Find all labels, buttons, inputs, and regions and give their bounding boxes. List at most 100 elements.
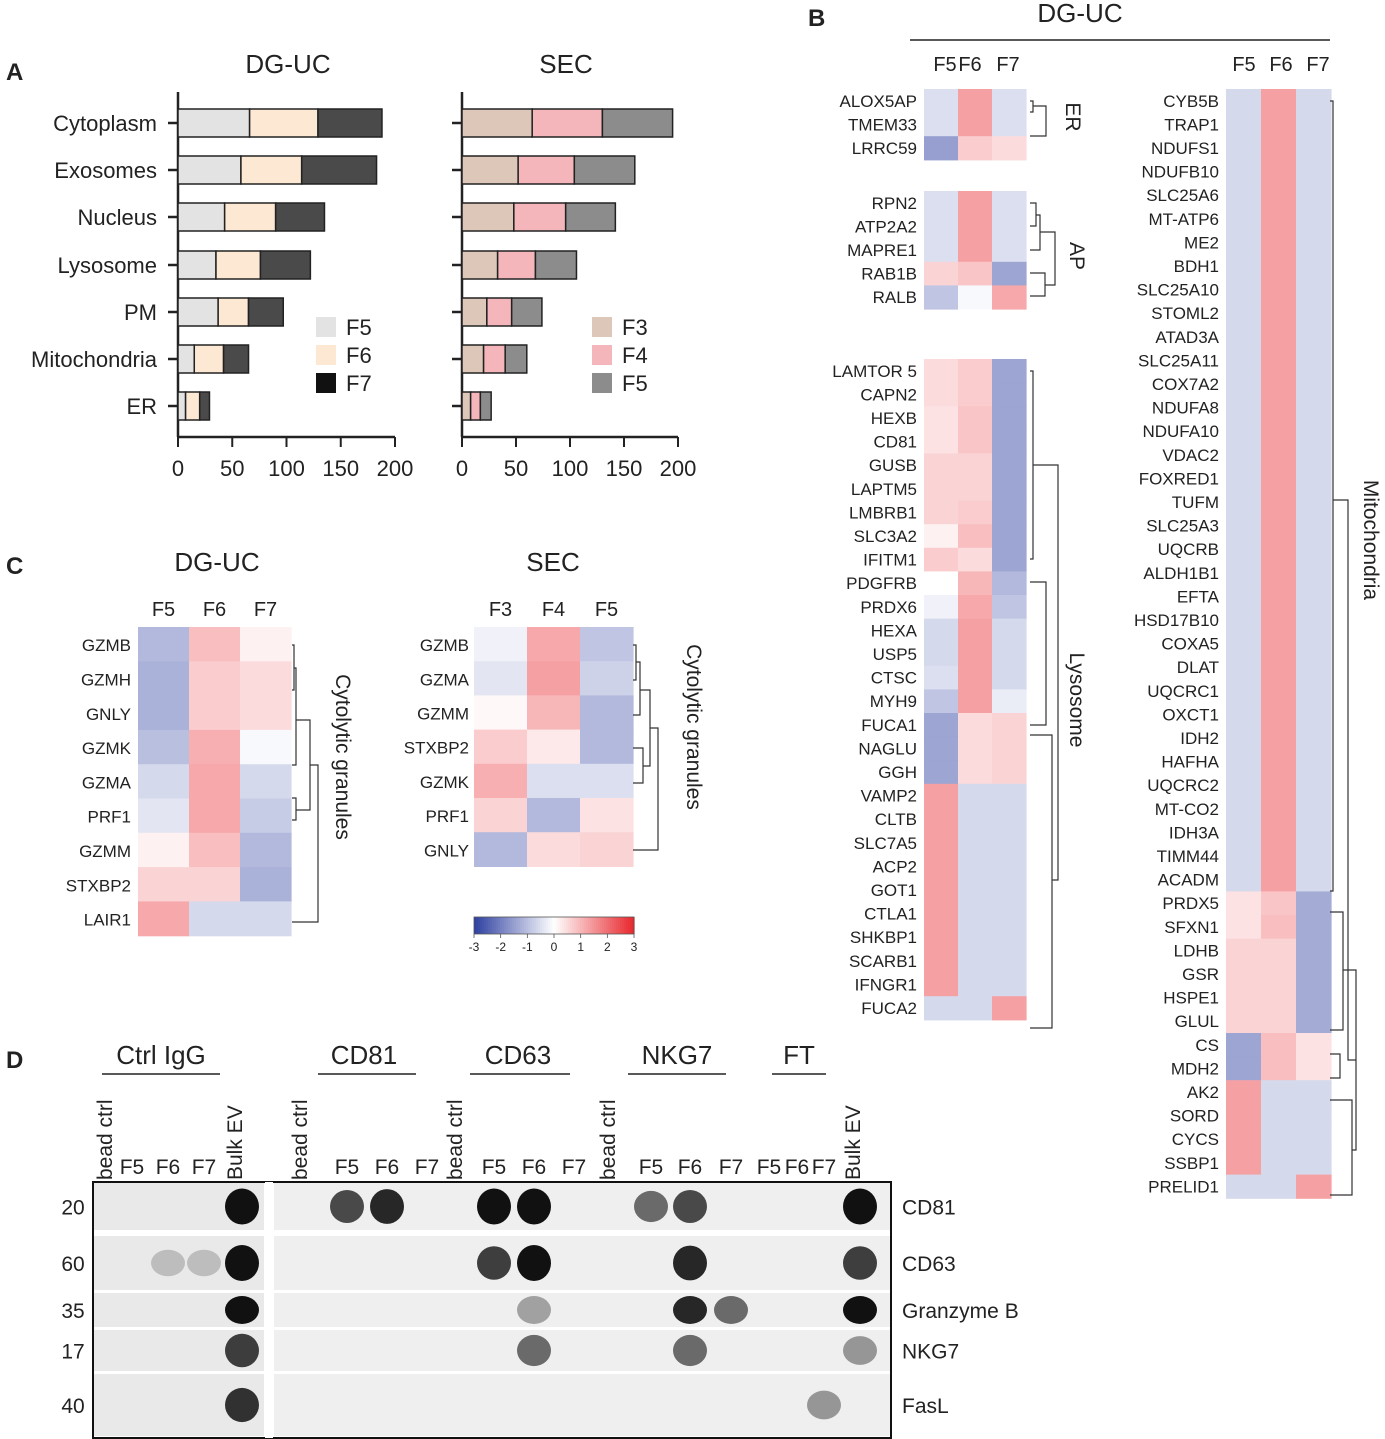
blot-band [151,1249,185,1277]
panel-b-lysosome-cell-scarb1-0 [924,949,959,974]
panel-b-ap-gene-atp2a2: ATP2A2 [855,217,917,236]
panel-b-mitochondria-cell-efta-1 [1261,584,1297,609]
panel-b-lysosome-cell-naglu-2 [992,736,1027,761]
panel-b-mitochondria-gene-stoml2: STOML2 [1151,304,1219,323]
panel-b-mitochondria-cell-me2-0 [1226,230,1262,255]
panel-b-mitochondria-gene-gsr: GSR [1182,965,1219,984]
panel-c-dgu-cell-prf1-0 [138,798,190,834]
a-sec-bar-mitochondria-f3 [461,344,485,374]
panel-a-bar-charts: Cytoplasm Exosomes Nucleus Lysosome PM Mitoch… [31,49,696,481]
panel-c-dgu-row-lair1: LAIR1 [84,911,131,930]
panel-b-lysosome-cell-prdx6-2 [992,595,1027,620]
panel-b-mitochondria-cell-trap1-0 [1226,112,1262,137]
panel-c-dgu-cell-gzmh-0 [138,661,190,697]
panel-b-mitochondria-gene-foxred1: FOXRED1 [1139,469,1219,488]
colorbar-segment [564,917,567,934]
panel-c-sec-cell-gzmm-1 [527,695,581,731]
colorbar-segment [508,917,511,934]
panel-b-lysosome-cell-usp5-0 [924,642,959,667]
panel-b-mitochondria-cell-coxa5-0 [1226,631,1262,656]
panel-b-lysosome-cell-lamtor-5-1 [958,359,993,384]
colorbar-segment [524,917,527,934]
panel-b-er-cell-alox5ap-2 [992,89,1027,114]
colorbar-segment [510,917,513,934]
panel-c-sec-cell-gzmb-0 [474,627,528,662]
panel-b-mitochondria-cell-mt-atp6-2 [1296,207,1332,232]
a-dg-uc-bar-nucleus-f5 [177,202,226,232]
panel-b-col-left-f7: F7 [996,54,1019,76]
colorbar-segment [526,917,529,934]
blot-protein-granzyme-b: Granzyme B [902,1300,1019,1323]
panel-c-sec-col-f5: F5 [595,599,618,621]
panel-b-lysosome-gene-cd81: CD81 [874,433,917,452]
panel-b-lysosome-cell-fuca2-1 [958,996,993,1021]
colorbar-segment [536,917,539,934]
panel-b-mitochondria-cell-vdac2-2 [1296,443,1332,468]
panel-b-ap-cell-ralb-1 [958,285,993,310]
panel-b-mitochondria-cell-sord-0 [1226,1103,1262,1128]
panel-c-sec-cell-gzmb-1 [527,627,581,662]
panel-b-lysosome-cell-ctla1-2 [992,901,1027,926]
colorbar-segment [504,917,507,934]
panel-b-mitochondria-cell-oxct1-1 [1261,702,1297,727]
panel-b-lysosome-cell-ifitm1-2 [992,547,1027,572]
colorbar-segment [484,917,487,934]
panel-b-lysosome-cell-fuca2-2 [992,996,1027,1021]
panel-b-lysosome-cell-myh9-1 [958,689,993,714]
panel-b-mitochondria-gene-sfxn1: SFXN1 [1164,918,1219,937]
panel-b-lysosome-gene-slc3a2: SLC3A2 [854,527,917,546]
panel-b-lysosome-cell-myh9-2 [992,689,1027,714]
panel-c-sec-col-f3: F3 [489,599,512,621]
a-sec-bar-er-f4 [469,391,482,421]
panel-c-dgu-cell-gzmb-1 [189,627,241,662]
colorbar-segment [580,917,583,934]
panel-c-sec-cell-stxbp2-2 [580,729,634,765]
panel-c-sec-row-stxbp2: STXBP2 [404,739,469,758]
panel-b-lysosome-gene-laptm5: LAPTM5 [851,480,917,499]
panel-b-mitochondria-cell-oxct1-2 [1296,702,1332,727]
panel-c-sec-cell-gnly-2 [580,832,634,867]
colorbar-segment [582,917,585,934]
panel-b-dendro-mito-2 [1330,911,1344,1031]
panel-b-mitochondria-cell-stoml2-0 [1226,301,1262,326]
a-dg-uc-bar-mitochondria-f5 [177,344,196,374]
blot-lane-f6: F6 [678,1156,703,1179]
a-dg-uc-bar-er-f5 [177,391,187,421]
panel-c-dgu-cell-gzmk-2 [240,729,292,765]
blot-band [225,1188,259,1225]
colorbar-tick-label: 2 [604,940,611,954]
panel-b-mitochondria-cell-ssbp1-2 [1296,1151,1332,1176]
panel-b-lysosome-cell-slc3a2-0 [924,524,959,549]
panel-b-lysosome-cell-hexb-0 [924,406,959,431]
panel-b-mitochondria-cell-me2-2 [1296,230,1332,255]
blot-band [225,1387,259,1423]
panel-b-ap-gene-mapre1: MAPRE1 [847,241,917,260]
colorbar-segment [482,917,485,934]
colorbar-segment [612,917,615,934]
panel-b-lysosome-cell-lmbrb1-0 [924,500,959,525]
panel-b-lysosome-cell-gusb-2 [992,453,1027,478]
a-dg-uc-xtick-label: 0 [172,456,184,481]
panel-b-mitochondria-cell-hsd17b10-1 [1261,608,1297,633]
blot-protein-fasl: FasL [902,1395,949,1418]
blot-lane-f5: F5 [120,1156,145,1179]
panel-b-ap-gene-rpn2: RPN2 [872,194,917,213]
colorbar-segment [614,917,617,934]
blot-strip-right-cd63 [274,1236,890,1290]
panel-b-mitochondria-gene-hspe1: HSPE1 [1163,989,1219,1008]
panel-b-mitochondria-cell-atad3a-1 [1261,325,1297,350]
panel-letter-a: A [6,59,23,86]
panel-b-dendro-ap-4 [1040,231,1056,286]
panel-b-mitochondria-cell-dlat-1 [1261,655,1297,680]
category-label-exosomes: Exosomes [54,158,157,183]
panel-b-col-right-f6: F6 [1269,54,1292,76]
panel-b-mitochondria-cell-cycs-2 [1296,1127,1332,1152]
panel-b-er-gene-alox5ap: ALOX5AP [840,92,918,111]
blot-group-ctrl-igg: Ctrl IgG [116,1040,206,1070]
panel-c-dgu-row-gzmb: GZMB [82,636,131,655]
panel-b-ap-cell-mapre1-1 [958,238,993,263]
panel-c-sec-cell-gzmm-2 [580,695,634,731]
panel-b-mitochondria-cell-uqcrc1-2 [1296,679,1332,704]
panel-b-lysosome-gene-hexb: HEXB [871,409,917,428]
panel-b-lysosome-cell-hexa-1 [958,618,993,643]
